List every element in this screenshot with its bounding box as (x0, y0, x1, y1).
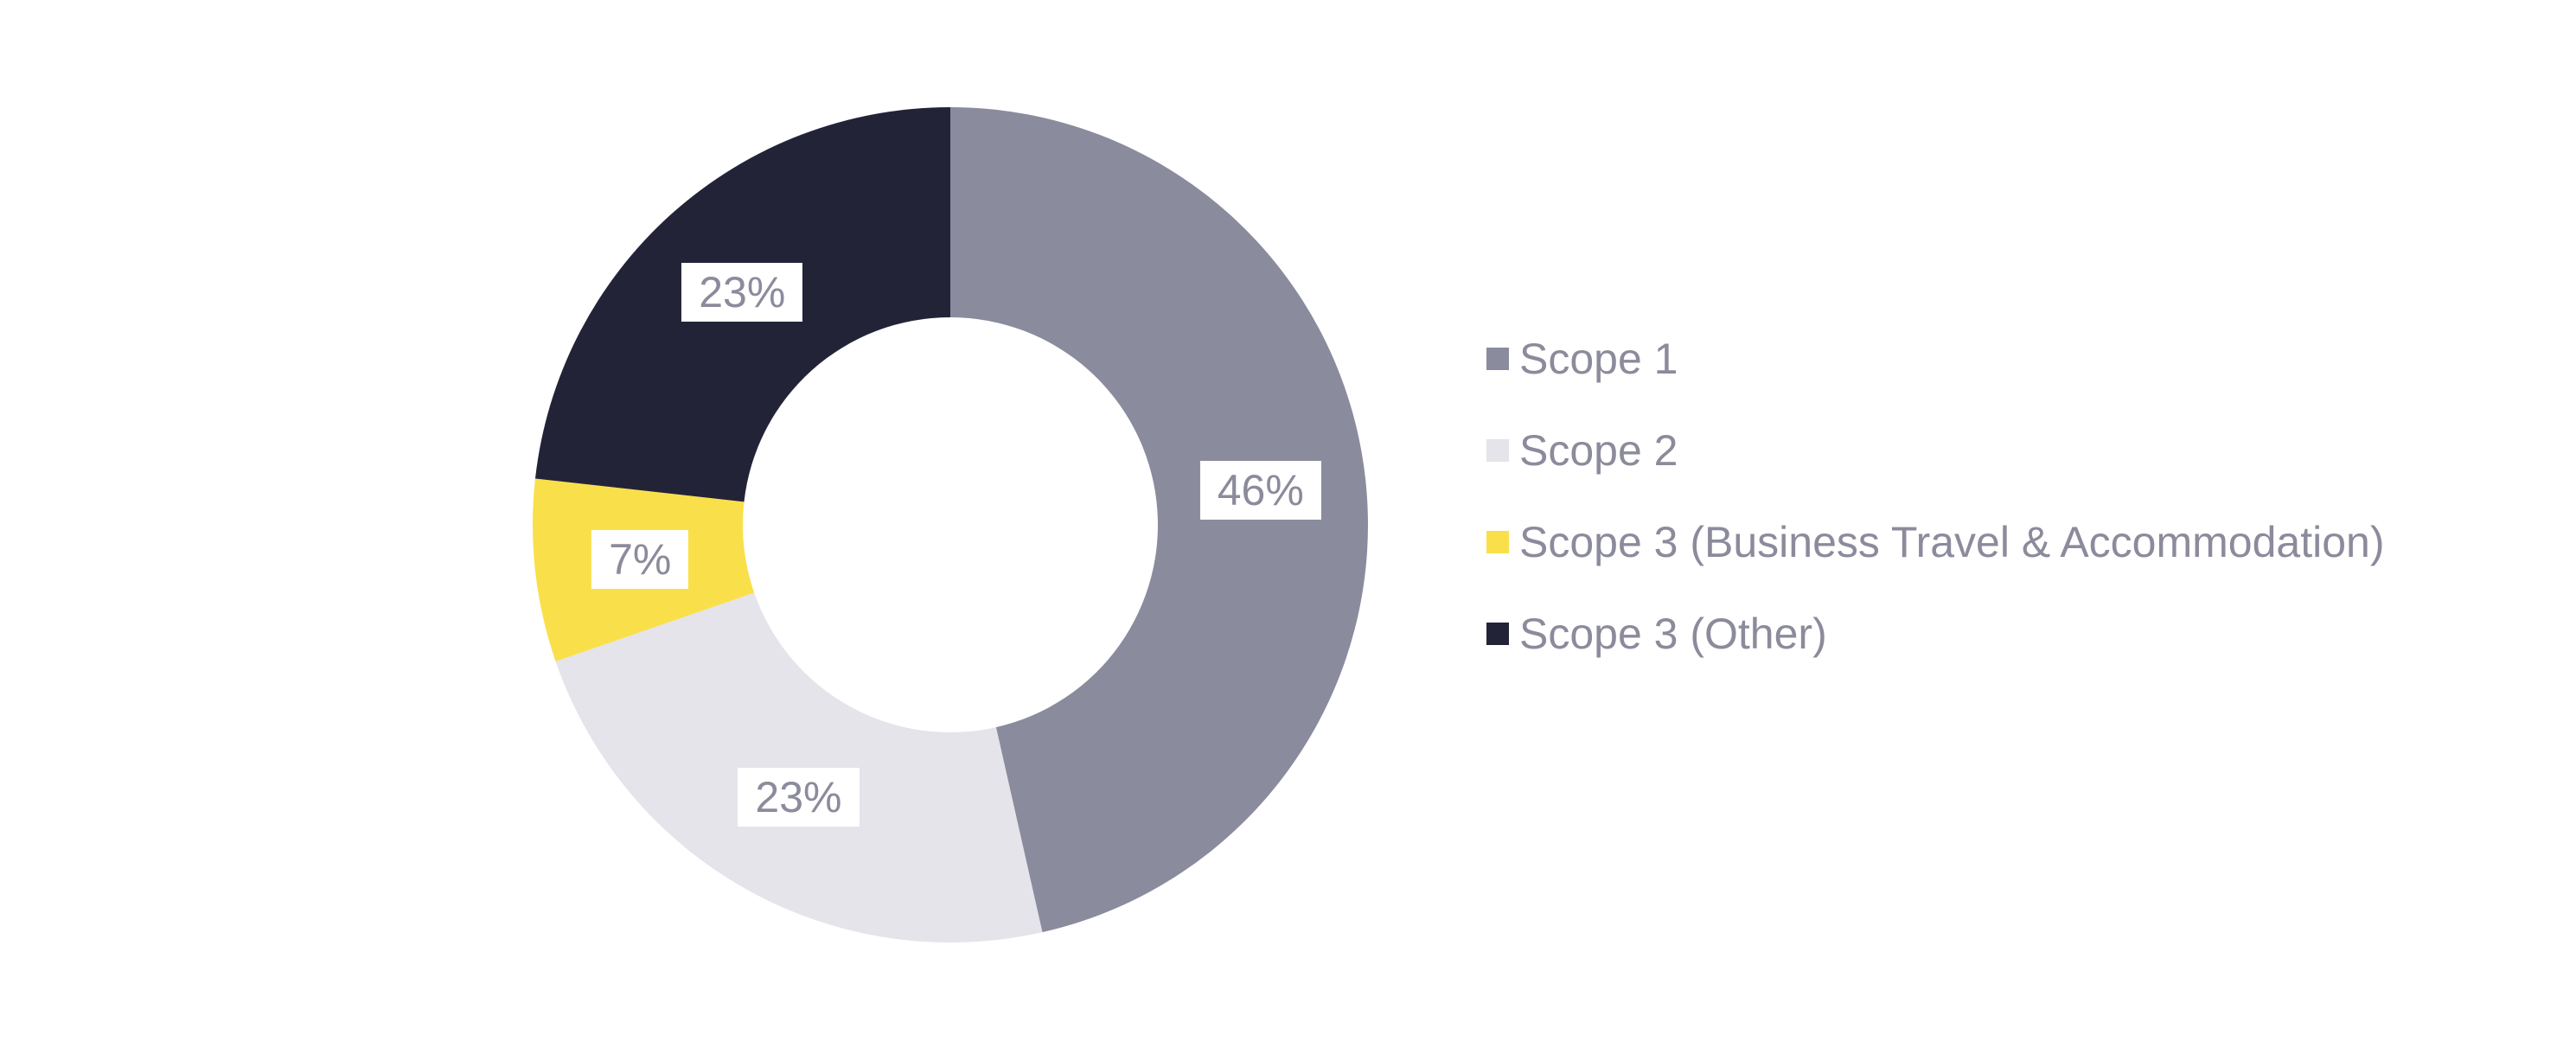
slice-label-scope-2: 23% (738, 768, 860, 827)
slice-label-scope-1: 46% (1199, 460, 1321, 520)
donut-slices (533, 107, 1368, 942)
legend-item-scope-1[interactable]: Scope 1 (1486, 336, 2384, 381)
legend-item-scope-2[interactable]: Scope 2 (1486, 428, 2384, 473)
legend-label-scope-3-other: Scope 3 (Other) (1519, 610, 1827, 658)
donut-chart: 46% 23% 7% 23% (533, 107, 1368, 942)
legend-item-scope-3-other[interactable]: Scope 3 (Other) (1486, 611, 2384, 656)
legend-swatch-scope-3-business-travel-accommodation (1486, 531, 1509, 553)
legend-swatch-scope-1 (1486, 348, 1509, 370)
legend-swatch-scope-2 (1486, 439, 1509, 462)
legend-label-scope-3-business-travel-accommodation: Scope 3 (Business Travel & Accommodation… (1519, 518, 2385, 566)
legend-label-scope-2: Scope 2 (1519, 426, 1678, 475)
legend-swatch-scope-3-other (1486, 623, 1509, 645)
slice-label-scope-3-business-travel-accommodation: 7% (591, 530, 689, 589)
slice-scope-2[interactable] (555, 592, 1043, 942)
slice-scope-1[interactable] (950, 107, 1368, 933)
chart-legend: Scope 1 Scope 2 Scope 3 (Business Travel &… (1486, 336, 2384, 703)
slice-label-scope-3-other: 23% (681, 262, 803, 322)
legend-item-scope-3-business-travel-accommodation[interactable]: Scope 3 (Business Travel & Accommodation… (1486, 520, 2384, 565)
legend-label-scope-1: Scope 1 (1519, 335, 1678, 383)
